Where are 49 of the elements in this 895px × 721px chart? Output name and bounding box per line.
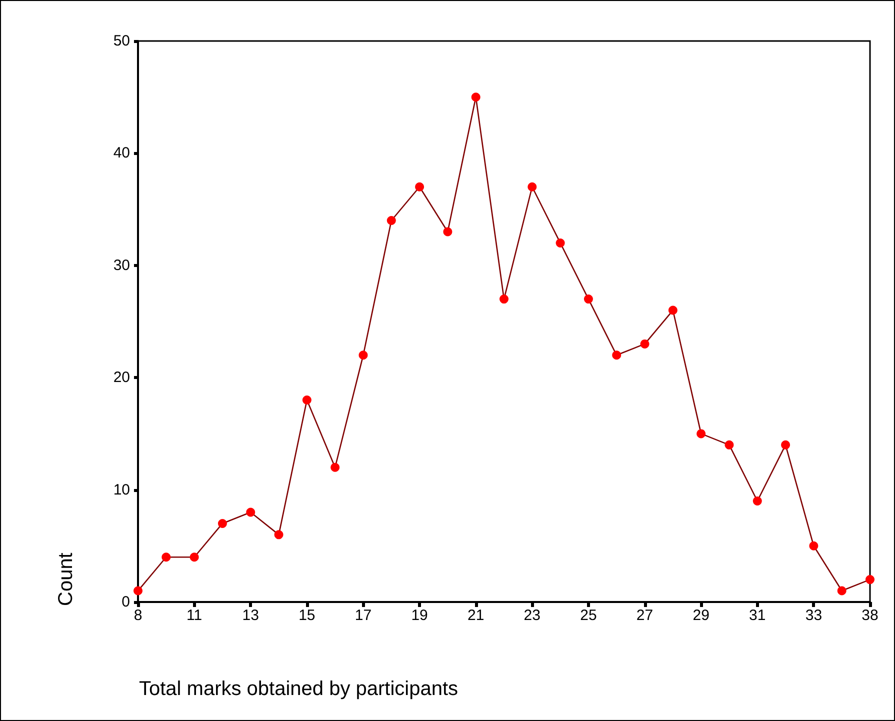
point (781, 440, 790, 450)
x-tick-label: 19 (411, 607, 428, 624)
x-tick-label: 31 (749, 607, 766, 624)
point (668, 306, 678, 315)
x-tick-label: 38 (862, 607, 878, 624)
point (162, 552, 171, 562)
point (640, 339, 650, 348)
x-tick-label: 21 (468, 607, 484, 624)
x-tick-label: 11 (186, 607, 202, 624)
point (612, 350, 622, 360)
x-tick-label: 15 (298, 607, 316, 624)
point (809, 541, 818, 550)
x-tick-label: 33 (805, 607, 822, 624)
y-tick-label: 10 (113, 481, 130, 498)
point (443, 227, 452, 236)
y-tick-label: 20 (113, 369, 130, 386)
point (358, 350, 368, 360)
point (246, 508, 256, 517)
point (584, 294, 593, 304)
point (330, 462, 340, 472)
x-tick-label: 27 (636, 607, 654, 624)
point (556, 238, 565, 248)
y-axis-title: Count (55, 552, 77, 606)
point (866, 575, 874, 584)
point (696, 429, 706, 438)
point (471, 92, 480, 102)
y-tick-label: 40 (113, 144, 130, 162)
x-tick-label: 17 (354, 607, 372, 624)
x-tick-label: 23 (524, 607, 540, 624)
point (724, 440, 734, 450)
y-tick-label: 0 (122, 594, 130, 610)
point (218, 518, 227, 528)
point (134, 586, 142, 596)
point (528, 182, 537, 192)
point (500, 294, 508, 304)
point (752, 496, 762, 506)
y-tick-label: 30 (113, 256, 130, 274)
y-tick-label: 50 (113, 32, 130, 50)
x-tick-label: 29 (692, 607, 710, 624)
point (302, 396, 312, 405)
x-tick-label: 8 (134, 607, 142, 624)
x-tick-label: 25 (580, 607, 597, 624)
point (190, 552, 199, 562)
point (386, 216, 396, 226)
point (837, 586, 846, 596)
point (415, 182, 424, 192)
point (274, 530, 284, 540)
x-tick-label: 13 (242, 607, 259, 624)
x-axis-title: Total marks obtained by participants (139, 678, 458, 700)
